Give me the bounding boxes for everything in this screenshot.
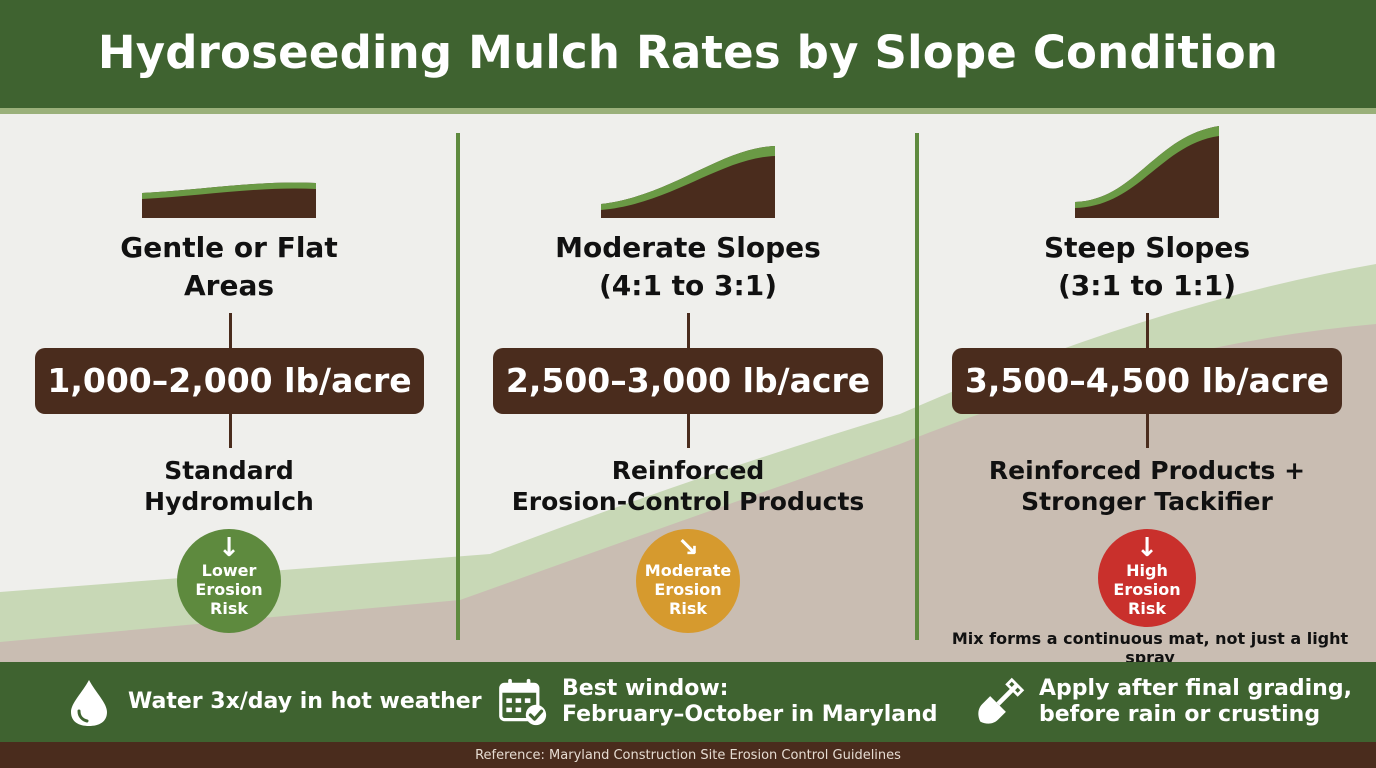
risk-badge-lower: ↓ Lower Erosion Risk (177, 529, 281, 633)
column-title: Moderate Slopes (4:1 to 3:1) (555, 231, 821, 302)
rate-pill: 3,500–4,500 lb/acre (952, 348, 1342, 414)
footer-apply-text: Apply after final grading, before rain or… (1039, 676, 1352, 727)
footer-water-text: Water 3x/day in hot weather (128, 689, 482, 714)
calendar-check-icon (499, 678, 547, 726)
connector-line (687, 414, 690, 448)
product-label: Reinforced Products + Stronger Tackifier (988, 456, 1306, 516)
water-drop-icon (71, 680, 107, 726)
column-title: Steep Slopes (3:1 to 1:1) (1043, 231, 1251, 302)
footer-water: Water 3x/day in hot weather (64, 662, 482, 742)
page-title: Hydroseeding Mulch Rates by Slope Condit… (97, 26, 1279, 79)
connector-line (1146, 414, 1149, 448)
footer-bar: Water 3x/day in hot weather Best window:… (0, 662, 1376, 742)
product-label: Reinforced Erosion-Control Products (511, 456, 865, 516)
arrow-down-right-icon: ↘ (677, 533, 699, 563)
column-title: Gentle or Flat Areas (120, 231, 338, 302)
shovel-icon (978, 677, 1025, 724)
arrow-down-icon: ↓ (1136, 533, 1158, 563)
footer-apply: Apply after final grading, before rain or… (975, 662, 1352, 742)
reference-text: Reference: Maryland Construction Site Er… (475, 748, 901, 763)
risk-badge-moderate: ↘ Moderate Erosion Risk (636, 529, 740, 633)
connector-line (229, 313, 232, 349)
risk-badge-high: ↓ High Erosion Risk (1098, 529, 1196, 627)
footer-window-text: Best window: February–October in Maryland (562, 676, 938, 727)
column-divider (915, 133, 919, 640)
column-divider (456, 133, 460, 640)
connector-line (687, 313, 690, 349)
product-label: Standard Hydromulch (144, 456, 314, 516)
connector-line (229, 414, 232, 448)
moderate-slope-icon (601, 146, 775, 218)
arrow-down-icon: ↓ (218, 533, 240, 563)
footer-window: Best window: February–October in Maryland (498, 662, 938, 742)
steep-slope-icon (1075, 126, 1219, 218)
connector-line (1146, 313, 1149, 349)
reference-bar (0, 742, 1376, 768)
header-divider (0, 108, 1376, 114)
gentle-slope-icon (142, 182, 316, 218)
rate-pill: 1,000–2,000 lb/acre (35, 348, 424, 414)
rate-pill: 2,500–3,000 lb/acre (493, 348, 883, 414)
header-banner (0, 0, 1376, 108)
